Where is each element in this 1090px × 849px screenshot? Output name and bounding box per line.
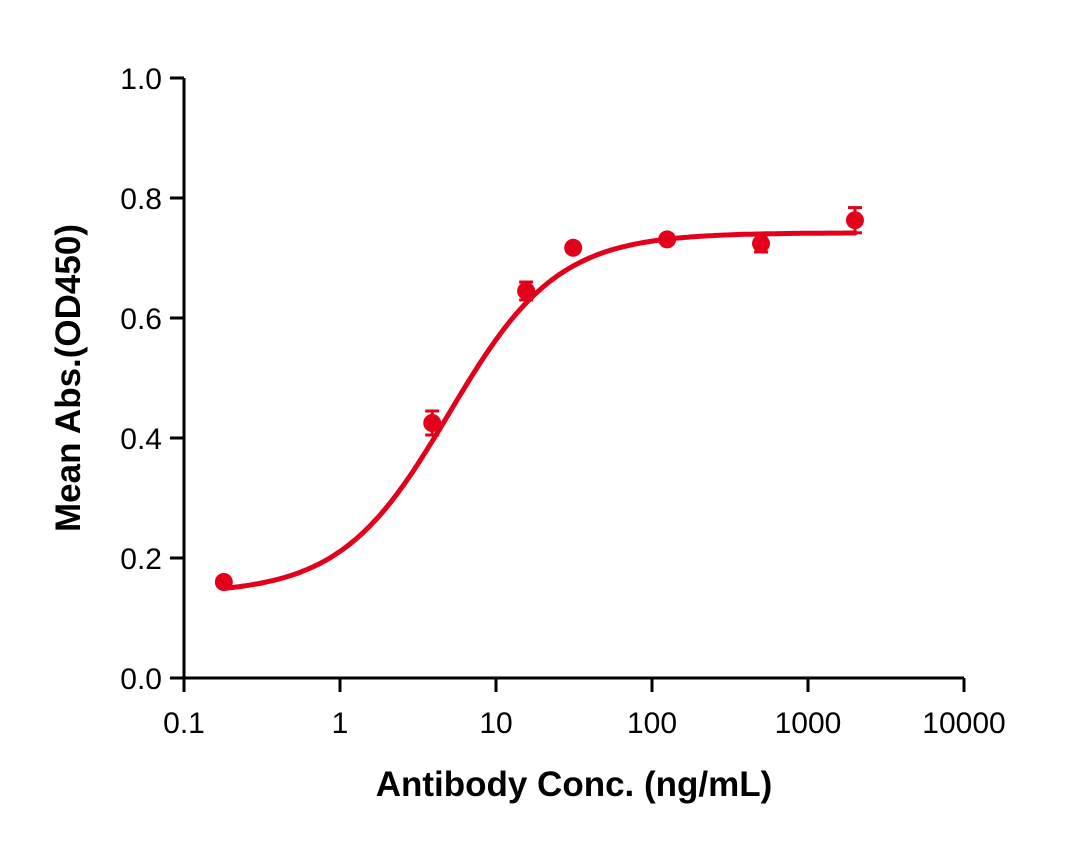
data-point [423,409,442,437]
x-axis: 0.1 1 10 100 1000 10000 [163,676,1006,740]
data-point [564,238,583,257]
x-tick-label: 100 [627,707,677,740]
data-point [517,280,536,302]
y-tick-label: 0.6 [120,303,162,336]
y-axis-title: Mean Abs.(OD450) [49,224,88,532]
y-tick-label: 1.0 [120,63,162,96]
x-tick-label: 0.1 [163,707,205,740]
data-point [214,573,233,591]
y-tick-label: 0.2 [120,543,162,576]
x-tick-label: 10000 [922,707,1005,740]
y-axis: 0.0 0.2 0.4 0.6 0.8 1.0 [120,63,186,696]
fit-curve [221,230,858,591]
data-point [658,230,677,249]
x-tick-label: 1000 [775,707,842,740]
data-points [214,206,864,591]
x-tick-label: 10 [479,707,512,740]
y-tick-label: 0.4 [120,423,162,456]
data-point [845,206,864,235]
y-tick-label: 0.0 [120,663,162,696]
y-tick-label: 0.8 [120,183,162,216]
x-axis-title: Antibody Conc. (ng/mL) [376,765,773,804]
data-point [752,233,771,254]
x-tick-label: 1 [332,707,349,740]
